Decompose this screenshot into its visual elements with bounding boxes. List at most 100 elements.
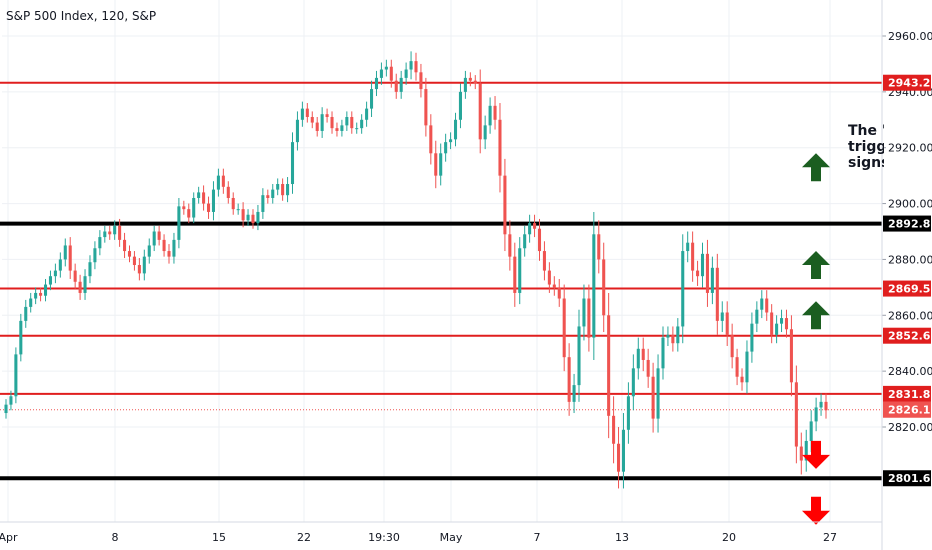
price-tick-label: 2900.00 [888,198,932,211]
candle-body [710,267,714,293]
candle-body [577,326,581,386]
candle-body [409,61,413,70]
candle-body [187,209,191,218]
candle-body [404,69,408,78]
candle-body [206,203,211,212]
candle-body [508,234,512,257]
candle-body [379,69,383,78]
candle-body [458,91,462,120]
candle-body [755,309,759,324]
candle-body [518,248,522,293]
candle-body [256,211,260,224]
time-tick-label: 13 [615,531,629,544]
candle-body [310,116,314,123]
candle-body [597,234,601,260]
candle-body [424,89,428,126]
last-price-label: 2826.18 [888,404,932,417]
candle-body [533,223,537,229]
candle-body [315,122,319,131]
candle-body [602,259,606,316]
candle-body [468,77,472,81]
level-price-label: 2852.69 [888,330,932,343]
price-tick-label: 2840.00 [888,365,932,378]
time-tick-label: 15 [212,531,226,544]
level-price-badge [883,215,931,232]
candle-body [720,312,724,321]
time-tick-label: 27 [823,531,837,544]
candle-body [14,354,18,397]
candle-body [760,298,764,310]
candle-body [463,77,467,92]
price-tick-label: 2880.00 [888,253,932,266]
candle-body [286,184,290,196]
level-lines [0,81,882,481]
candle-body [691,242,695,271]
candle-body [621,429,626,472]
candle-body [775,323,779,335]
candle-body [261,195,265,212]
candle-body [162,239,166,252]
candle-body [444,142,448,154]
candle-body [295,119,299,143]
candle-body [384,66,388,70]
candle-body [290,142,295,185]
candle-body [449,139,453,143]
candle-body [389,66,393,81]
candle-body [641,348,645,360]
candle-body [478,83,482,140]
candle-body [666,334,670,338]
candle-body [419,72,423,90]
annotation-text: The ' trigg signs [848,123,884,171]
chart-title: S&P 500 Index, 120, S&P [6,9,157,23]
candle-body [123,239,127,252]
candle-body [626,396,630,430]
candle-body [765,298,769,313]
candle-body [182,206,186,210]
candle-body [696,270,700,277]
candle-body [29,298,33,307]
candle-body [483,125,487,140]
candle-body [152,231,156,246]
candle-body [429,125,433,154]
candle-body [103,231,107,238]
candle-body [157,231,161,240]
candle-body [370,89,374,109]
candle-body [562,298,566,358]
arrow-down-icon [802,440,830,469]
level-price-label: 2869.57 [888,283,932,296]
level-price-badge [883,470,931,487]
level-price-label: 2801.65 [888,472,932,485]
candle-body [552,284,556,288]
candle-body [557,287,561,299]
candle-body [616,443,621,472]
price-axis: 2820.00 2840.00 2860.00 2880.00 2900.00 2920.… [881,0,932,550]
candle-body [350,116,354,129]
price-tick-label: 2960.00 [888,30,932,43]
candle-body [192,197,196,218]
candle-body [226,186,230,198]
candle-body [399,77,403,92]
level-price-badge [883,327,931,344]
candle-body [587,298,591,338]
candle-body [88,262,92,277]
candle-body [39,292,43,296]
candle-body [681,251,685,327]
level-price-label: 2892.84 [888,218,932,231]
grid [2,0,882,522]
candle-body [132,256,136,266]
candle-body [216,175,220,190]
candle-body [819,401,823,408]
candle-body [770,312,774,335]
candle-body [251,214,255,224]
candle-body [281,184,285,196]
candle-body [523,234,527,249]
candle-body [686,242,690,252]
candle-body [24,306,28,321]
arrow-up-icon [802,153,830,182]
price-tick-label: 2820.00 [888,421,932,434]
candle-body [374,77,379,90]
candle-body [799,446,803,461]
candle-body [725,312,729,335]
candle-body [43,284,48,296]
